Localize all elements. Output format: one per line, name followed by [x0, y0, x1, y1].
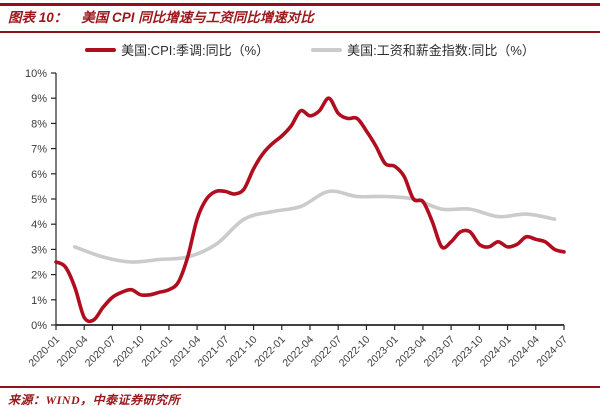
y-axis-tick-label: 3% [31, 244, 47, 256]
legend-item-wage: 美国:工资和薪金指数:同比（%） [311, 40, 535, 59]
y-axis-tick-label: 1% [31, 295, 47, 307]
source-divider [0, 386, 600, 388]
wage-line-swatch-icon [311, 47, 343, 52]
y-axis-tick-label: 2% [31, 270, 47, 282]
legend-label-cpi: 美国:CPI:季调:同比（%） [121, 43, 270, 58]
legend-label-wage: 美国:工资和薪金指数:同比（%） [347, 43, 535, 58]
y-axis-tick-label: 4% [31, 219, 47, 231]
source-text: 来源：WIND，中泰证券研究所 [8, 393, 181, 407]
chart-number: 图表 10： [8, 10, 68, 25]
chart-title-bar: 图表 10： 美国 CPI 同比增速与工资同比增速对比 [0, 3, 600, 33]
y-axis-tick-label: 10% [25, 68, 47, 80]
y-axis-tick-label: 0% [31, 320, 47, 332]
page-title: 美国 CPI 同比增速与工资同比增速对比 [81, 10, 314, 25]
x-axis-tick-label: 2024-07 [534, 334, 570, 370]
y-axis-tick-label: 5% [31, 194, 47, 206]
chart-legend: 美国:CPI:季调:同比（%） 美国:工资和薪金指数:同比（%） [20, 40, 600, 59]
y-axis-tick-label: 7% [31, 144, 47, 156]
cpi-line [54, 96, 566, 324]
y-axis-tick-label: 6% [31, 169, 47, 181]
y-axis-tick-label: 9% [31, 93, 47, 105]
legend-item-cpi: 美国:CPI:季调:同比（%） [85, 40, 269, 59]
cpi-line-swatch-icon [85, 47, 117, 52]
line-chart: 0%1%2%3%4%5%6%7%8%9%10%2020-012020-04202… [25, 68, 570, 370]
y-axis-tick-label: 8% [31, 118, 47, 130]
wage-line [73, 189, 557, 264]
